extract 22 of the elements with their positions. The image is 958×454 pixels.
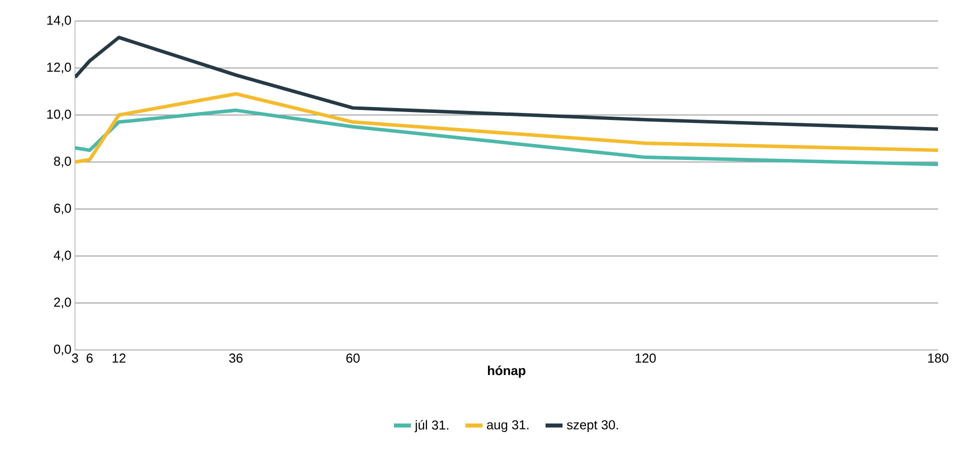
line-series — [75, 36, 938, 131]
y-tick-label: 12,0 — [47, 62, 71, 74]
x-tick-label: 3 — [72, 354, 78, 363]
x-tick-label: 180 — [928, 354, 948, 363]
line-series — [75, 92, 938, 164]
x-tick-label: 120 — [636, 354, 656, 363]
x-tick-label: 6 — [86, 354, 93, 363]
x-axis-title: hónap — [488, 366, 526, 378]
x-tick-label: 36 — [229, 354, 243, 363]
y-tick-label: 0,0 — [54, 344, 71, 356]
y-tick-label: 6,0 — [54, 204, 71, 214]
legend-label: júl 31. — [414, 420, 448, 432]
y-tick-label: 14,0 — [47, 16, 71, 26]
x-tick-label: 60 — [346, 354, 360, 363]
y-tick-label: 8,0 — [54, 156, 71, 168]
legend-label: szept 30. — [566, 420, 618, 432]
x-tick-label: 12 — [112, 354, 126, 363]
legend-label: aug 31. — [486, 420, 528, 432]
y-tick-label: 2,0 — [54, 298, 71, 308]
y-tick-label: 10,0 — [47, 110, 71, 120]
y-tick-label: 4,0 — [54, 250, 71, 262]
line-series — [75, 108, 938, 166]
